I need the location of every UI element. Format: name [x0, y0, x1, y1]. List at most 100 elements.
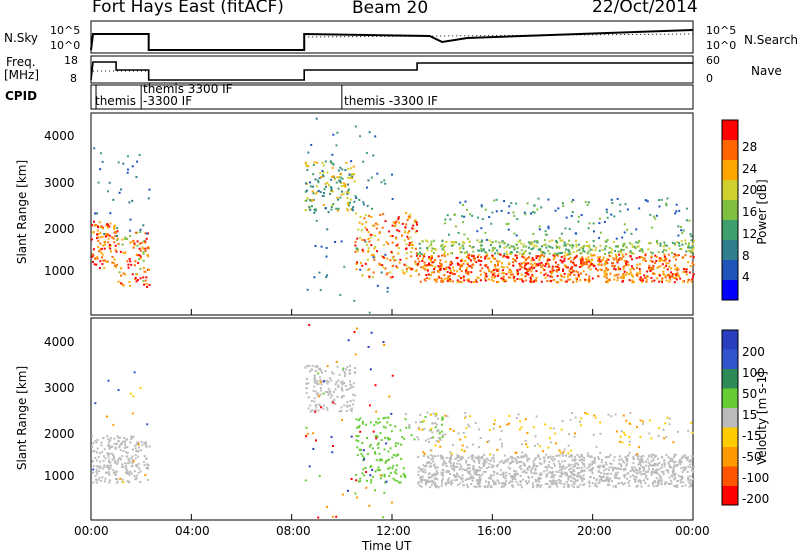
- velocity-data-point: [397, 442, 400, 445]
- velocity-data-point: [402, 472, 405, 475]
- power-data-point: [309, 208, 312, 211]
- velocity-data-point: [580, 455, 583, 458]
- power-data-point: [419, 247, 422, 250]
- velocity-data-point: [559, 469, 562, 472]
- velocity-data-point: [599, 432, 602, 435]
- velocity-data-point: [139, 387, 142, 390]
- velocity-data-point: [123, 441, 126, 444]
- power-data-point: [476, 216, 479, 219]
- power-data-point: [643, 274, 646, 277]
- power-data-point: [336, 131, 339, 134]
- velocity-data-point: [332, 401, 335, 404]
- power-data-point: [690, 235, 693, 238]
- velocity-data-point: [534, 478, 537, 481]
- velocity-data-point: [658, 427, 661, 430]
- power-data-point: [683, 270, 686, 273]
- power-data-point: [631, 252, 634, 255]
- power-data-point: [546, 274, 549, 277]
- velocity-data-point: [474, 470, 477, 473]
- velocity-data-point: [646, 458, 649, 461]
- power-data-point: [366, 228, 369, 231]
- power-data-point: [523, 211, 526, 214]
- power-data-point: [337, 198, 340, 201]
- velocity-data-point: [672, 441, 675, 444]
- velocity-data-point: [314, 409, 317, 412]
- power-data-point: [485, 275, 488, 278]
- velocity-data-point: [622, 414, 625, 417]
- power-data-point: [531, 267, 534, 270]
- velocity-data-point: [687, 478, 690, 481]
- velocity-data-point: [459, 456, 462, 459]
- power-data-point: [99, 232, 102, 235]
- velocity-data-point: [137, 462, 140, 465]
- velocity-data-point: [319, 404, 322, 407]
- power-data-point: [677, 274, 680, 277]
- power-data-point: [496, 249, 499, 252]
- velocity-data-point: [442, 474, 445, 477]
- power-data-point: [492, 257, 495, 260]
- power-data-point: [563, 251, 566, 254]
- velocity-data-point: [642, 420, 645, 423]
- velocity-data-point: [408, 426, 411, 429]
- velocity-data-point: [691, 431, 694, 434]
- power-data-point: [547, 263, 550, 266]
- velocity-data-point: [305, 382, 308, 385]
- power-data-point: [543, 239, 546, 242]
- power-data-point: [616, 197, 619, 200]
- velocity-data-point: [510, 455, 513, 458]
- power-data-point: [655, 214, 658, 217]
- power-data-point: [410, 244, 413, 247]
- power-data-point: [539, 254, 542, 257]
- power-data-point: [591, 277, 594, 280]
- velocity-data-point: [483, 461, 486, 464]
- power-data-point: [592, 230, 595, 233]
- velocity-data-point: [106, 464, 109, 467]
- power-data-point: [563, 264, 566, 267]
- power-data-point: [652, 266, 655, 269]
- power-data-point: [426, 240, 429, 243]
- velocity-data-point: [304, 366, 307, 369]
- velocity-data-point: [398, 481, 401, 484]
- velocity-data-point: [679, 475, 682, 478]
- power-data-point: [525, 268, 528, 271]
- velocity-data-point: [401, 436, 404, 439]
- power-data-point: [596, 256, 599, 259]
- velocity-data-point: [675, 484, 678, 487]
- power-data-point: [428, 277, 431, 280]
- velocity-data-point: [602, 466, 605, 469]
- velocity-data-point: [331, 451, 334, 454]
- power-data-point: [658, 260, 661, 263]
- velocity-data-point: [103, 448, 106, 451]
- velocity-data-point: [528, 465, 531, 468]
- velocity-data-point: [104, 457, 107, 460]
- power-data-point: [600, 263, 603, 266]
- velocity-data-point: [94, 440, 97, 443]
- velocity-data-point: [383, 475, 386, 478]
- velocity-data-point: [305, 387, 308, 390]
- power-data-point: [589, 253, 592, 256]
- power-data-point: [613, 278, 616, 281]
- velocity-data-point: [312, 432, 315, 435]
- velocity-data-point: [441, 479, 444, 482]
- power-data-point: [122, 251, 125, 254]
- power-data-point: [445, 266, 448, 269]
- power-data-point: [121, 283, 124, 286]
- power-data-point: [552, 254, 555, 257]
- power-data-point: [493, 199, 496, 202]
- power-data-point: [477, 254, 480, 257]
- velocity-data-point: [674, 472, 677, 475]
- velocity-data-point: [444, 414, 447, 417]
- power-data-point: [450, 252, 453, 255]
- velocity-data-point: [455, 457, 458, 460]
- velocity-data-point: [583, 465, 586, 468]
- power-data-point: [552, 258, 555, 261]
- power-data-point: [639, 270, 642, 273]
- power-data-point: [634, 247, 637, 250]
- power-data-point: [115, 263, 118, 266]
- power-data-point: [682, 256, 685, 259]
- power-data-point: [515, 234, 518, 237]
- power-data-point: [421, 240, 424, 243]
- power-data-point: [605, 272, 608, 275]
- velocity-data-point: [589, 476, 592, 479]
- power-data-point: [592, 263, 595, 266]
